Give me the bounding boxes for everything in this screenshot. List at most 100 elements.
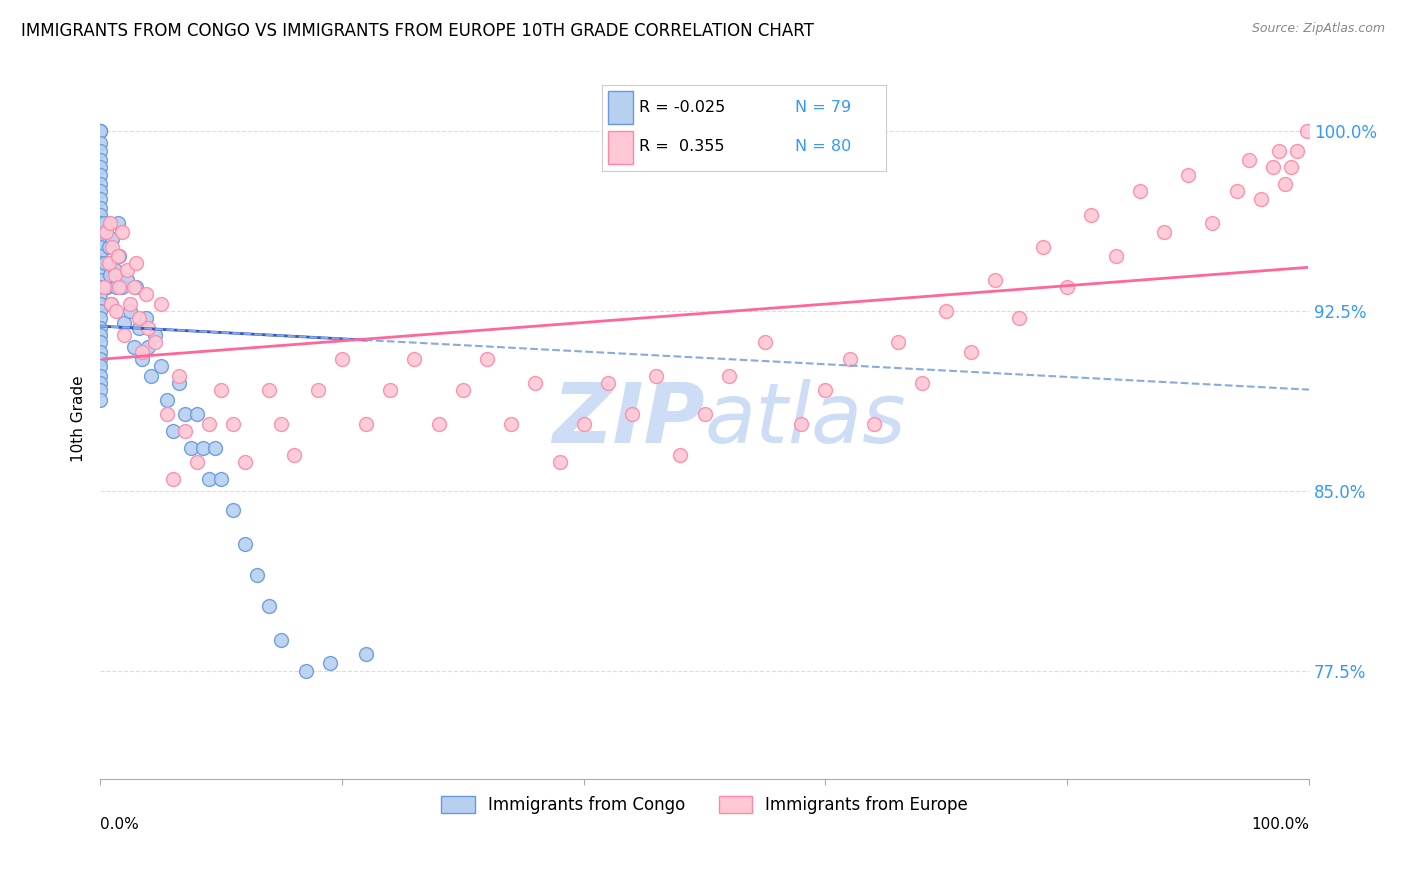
Point [283,448,305,462]
Point [131,352,153,367]
Point [191,441,214,455]
Point [89,161,111,175]
Point [1225,185,1247,199]
Point [101,239,124,253]
Point [548,455,571,469]
Point [93,215,115,229]
Point [156,407,179,421]
Point [122,340,145,354]
Point [935,304,957,318]
Point [911,376,934,390]
Point [89,249,111,263]
Point [89,239,111,253]
Point [1032,239,1054,253]
Point [186,407,208,421]
Point [669,448,692,462]
Point [167,368,190,383]
Point [89,328,111,343]
Point [621,407,644,421]
Point [115,263,138,277]
Point [89,168,111,182]
Point [959,345,981,359]
Point [1201,215,1223,229]
Point [259,599,281,613]
Point [693,407,716,421]
Point [1008,311,1031,326]
Point [125,256,148,270]
Point [107,215,129,229]
Point [209,472,232,486]
Point [294,664,316,678]
Point [100,297,122,311]
Text: atlas: atlas [704,378,907,459]
Point [143,335,166,350]
Text: 100.0%: 100.0% [1251,817,1309,832]
Point [120,297,142,311]
Point [204,441,226,455]
Point [156,392,179,407]
Point [1080,208,1102,222]
Point [89,392,111,407]
Point [89,352,111,367]
Text: IMMIGRANTS FROM CONGO VS IMMIGRANTS FROM EUROPE 10TH GRADE CORRELATION CHART: IMMIGRANTS FROM CONGO VS IMMIGRANTS FROM… [21,22,814,40]
Point [167,376,190,390]
Point [222,417,245,431]
Point [139,368,162,383]
Point [149,297,172,311]
Point [319,657,342,671]
Point [97,256,120,270]
Point [89,376,111,390]
Point [270,417,292,431]
Point [222,503,245,517]
Text: Source: ZipAtlas.com: Source: ZipAtlas.com [1251,22,1385,36]
Point [89,297,111,311]
Point [89,124,111,138]
Point [125,280,148,294]
Point [1285,144,1308,158]
Point [97,239,120,253]
Point [138,321,160,335]
Point [1295,124,1317,138]
Point [1268,144,1291,158]
Point [108,280,131,294]
Point [475,352,498,367]
Point [645,368,668,383]
Point [89,144,111,158]
Point [173,407,195,421]
Point [790,417,813,431]
Point [138,340,160,354]
Point [89,124,111,138]
Point [93,280,115,294]
Point [89,208,111,222]
Point [162,424,184,438]
Point [96,225,118,239]
Point [354,647,377,661]
Point [1279,161,1302,175]
Point [1250,192,1272,206]
Point [89,232,111,246]
Point [143,328,166,343]
Point [112,328,135,343]
Point [112,316,135,330]
Point [89,201,111,215]
Point [135,287,157,301]
Point [162,472,184,486]
Point [104,304,127,318]
Text: 0.0%: 0.0% [100,817,139,832]
Point [209,384,232,398]
Point [100,297,122,311]
Point [120,304,142,318]
Point [89,280,111,294]
Point [89,384,111,398]
Point [717,368,740,383]
Point [111,280,134,294]
Text: ZIP: ZIP [553,378,704,459]
Point [307,384,329,398]
Point [233,536,256,550]
Point [89,178,111,192]
Point [96,280,118,294]
Point [89,304,111,318]
Point [89,321,111,335]
Point [754,335,776,350]
Point [122,280,145,294]
